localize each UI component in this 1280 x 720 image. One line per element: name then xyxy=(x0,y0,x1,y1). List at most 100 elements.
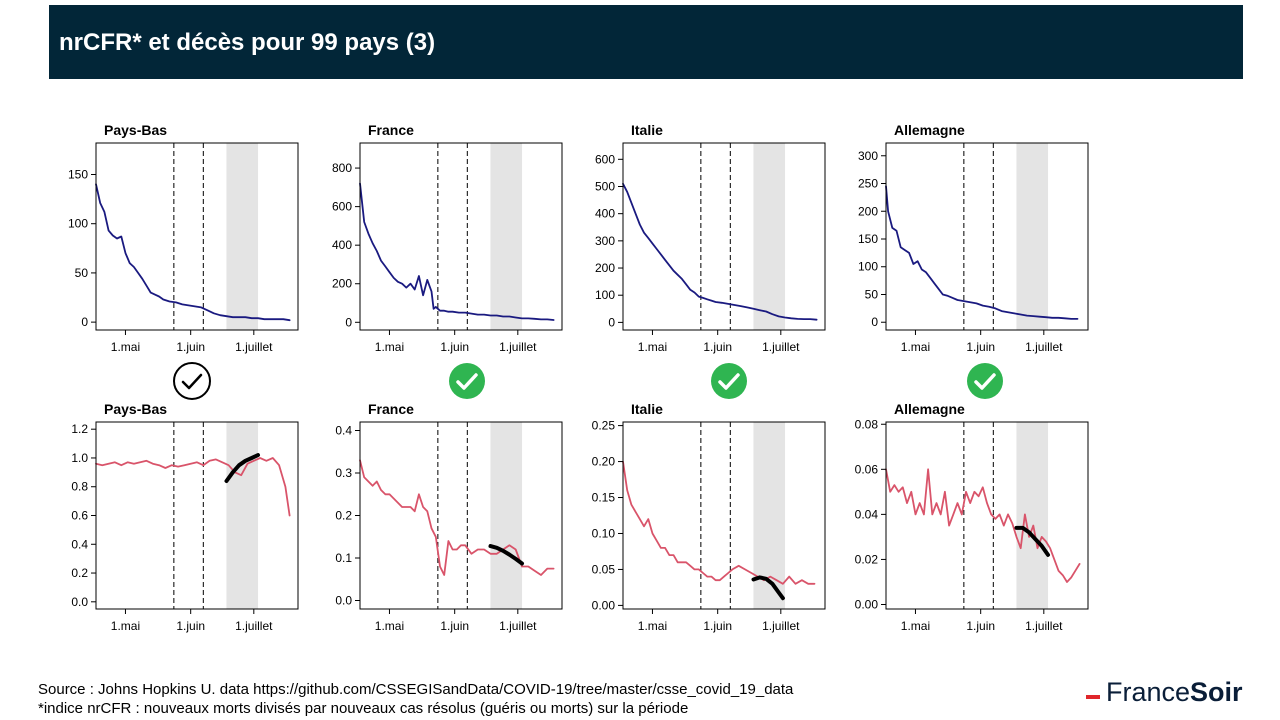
x-tick-label: 1.juin xyxy=(440,340,469,354)
header-bar: nrCFR* et décès pour 99 pays (3) xyxy=(49,5,1243,79)
x-tick-label: 1.mai xyxy=(901,619,930,633)
shaded-period xyxy=(226,422,259,609)
plot-frame xyxy=(95,421,299,610)
chart-nrCFR-italie: Italie 0.00 0.05 0.10 0.15 0.20 0.25 1.mai 1.jui… xyxy=(592,401,826,633)
y-tick-label: 0 xyxy=(345,315,352,329)
x-tick-label: 1.mai xyxy=(375,340,404,354)
y-tick-label: 0.6 xyxy=(71,509,88,523)
trend-line xyxy=(1014,525,1050,557)
y-tick-label: 0 xyxy=(81,315,88,329)
series-line xyxy=(359,182,555,321)
francesoir-logo: FranceSoir xyxy=(1086,677,1243,708)
x-tick-label: 1.juin xyxy=(440,619,469,633)
x-tick-label: 1.mai xyxy=(111,340,140,354)
check-circle-fill xyxy=(449,363,485,399)
trend-line xyxy=(224,453,260,483)
plot-frame xyxy=(885,421,1089,610)
y-tick-label: 0.20 xyxy=(592,455,616,469)
y-tick-label: 50 xyxy=(75,266,89,280)
check-circle-outline-icon xyxy=(173,362,211,400)
y-tick-label: 0.06 xyxy=(855,462,879,476)
y-tick-label: 300 xyxy=(595,234,615,248)
x-tick-label: 1.mai xyxy=(375,619,404,633)
x-tick-label: 1.juillet xyxy=(762,340,800,354)
checkmark-icon xyxy=(456,373,478,390)
chart-title: Allemagne xyxy=(894,122,965,138)
page-title: nrCFR* et décès pour 99 pays (3) xyxy=(59,29,436,56)
x-tick-label: 1.juin xyxy=(176,619,205,633)
chart-title: Italie xyxy=(631,401,663,417)
plot-frame xyxy=(622,421,826,610)
x-tick-label: 1.juillet xyxy=(1025,340,1063,354)
x-tick-label: 1.mai xyxy=(111,619,140,633)
x-tick-label: 1.juillet xyxy=(499,619,537,633)
shaded-period xyxy=(226,143,259,330)
x-tick-label: 1.juin xyxy=(703,619,732,633)
shaded-period xyxy=(490,422,523,609)
chart-title: France xyxy=(368,401,414,417)
y-tick-label: 300 xyxy=(858,149,878,163)
y-tick-label: 0.3 xyxy=(335,466,352,480)
plot-frame xyxy=(95,142,299,331)
shaded-period xyxy=(490,143,523,330)
check-circle-fill xyxy=(711,363,747,399)
x-tick-label: 1.juin xyxy=(966,619,995,633)
y-tick-label: 400 xyxy=(595,207,615,221)
y-tick-label: 0.4 xyxy=(335,424,352,438)
y-tick-label: 0.25 xyxy=(592,419,616,433)
plot-frame xyxy=(622,142,826,331)
y-tick-label: 600 xyxy=(332,200,352,214)
y-tick-label: 100 xyxy=(858,260,878,274)
y-tick-label: 200 xyxy=(858,204,878,218)
y-tick-label: 0.2 xyxy=(335,509,352,523)
check-circle-green-icon xyxy=(711,363,747,399)
y-tick-label: 0.4 xyxy=(71,537,88,551)
chart-title: Pays-Bas xyxy=(104,401,167,417)
y-tick-label: 400 xyxy=(332,238,352,252)
check-circle-ring xyxy=(173,362,211,400)
trend-line xyxy=(488,544,524,566)
chart-nrCFR-pays-bas: Pays-Bas 0.0 0.2 0.4 0.6 0.8 1.0 1.2 1.mai 1.juin… xyxy=(71,401,299,633)
series-line xyxy=(885,468,1081,583)
series-line xyxy=(359,459,555,576)
footer: Source : Johns Hopkins U. data https://g… xyxy=(38,680,793,718)
series-line xyxy=(885,185,1079,320)
chart-title: Allemagne xyxy=(894,401,965,417)
plot-frame xyxy=(359,421,563,610)
y-tick-label: 200 xyxy=(332,277,352,291)
x-tick-label: 1.juin xyxy=(703,340,732,354)
logo-part-1: France xyxy=(1106,677,1191,707)
x-tick-label: 1.juin xyxy=(966,340,995,354)
y-tick-label: 250 xyxy=(858,177,878,191)
plot-frame xyxy=(885,142,1089,331)
x-tick-label: 1.mai xyxy=(638,340,667,354)
y-tick-label: 0.02 xyxy=(855,552,879,566)
x-tick-label: 1.juillet xyxy=(1025,619,1063,633)
y-tick-label: 600 xyxy=(595,152,615,166)
check-circle-green-icon xyxy=(967,363,1003,399)
shaded-period xyxy=(1016,422,1049,609)
series-line xyxy=(95,457,291,517)
x-tick-label: 1.juillet xyxy=(499,340,537,354)
y-tick-label: 0.00 xyxy=(855,597,879,611)
x-tick-label: 1.juin xyxy=(176,340,205,354)
y-tick-label: 1.0 xyxy=(71,451,88,465)
y-tick-label: 800 xyxy=(332,161,352,175)
checkmark-icon xyxy=(974,373,996,390)
y-tick-label: 0.1 xyxy=(335,551,352,565)
chart-deaths-allemagne: Allemagne 0 50 100 150 200 250 300 1.mai 1.juin 1.… xyxy=(858,122,1089,354)
y-tick-label: 0.15 xyxy=(592,491,616,505)
y-tick-label: 100 xyxy=(68,217,88,231)
chart-title: Italie xyxy=(631,122,663,138)
series-line xyxy=(95,183,291,322)
y-tick-label: 50 xyxy=(865,287,879,301)
x-tick-label: 1.juillet xyxy=(235,619,273,633)
source-text: Source : Johns Hopkins U. data https://g… xyxy=(38,681,794,698)
chart-title: Pays-Bas xyxy=(104,122,167,138)
check-circle-fill xyxy=(967,363,1003,399)
note-text: *indice nrCFR : nouveaux morts divisés p… xyxy=(38,700,689,717)
chart-title: France xyxy=(368,122,414,138)
x-tick-label: 1.juillet xyxy=(235,340,273,354)
logo-part-2: Soir xyxy=(1190,677,1243,707)
